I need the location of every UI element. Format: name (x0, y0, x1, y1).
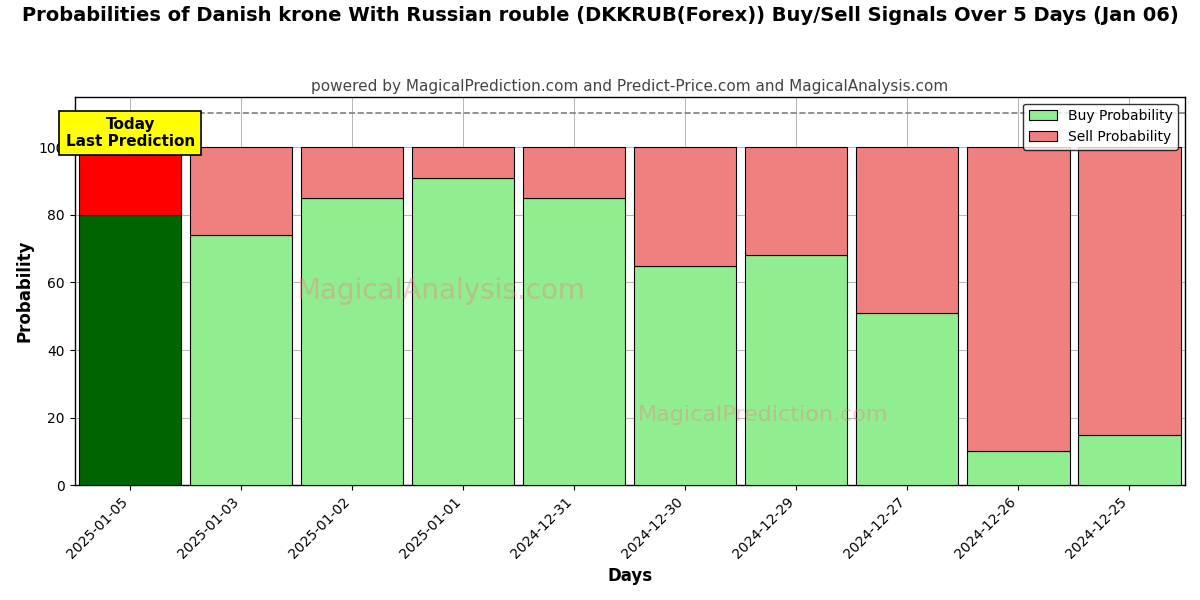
Bar (412, 147, 515, 178)
Bar (523, 198, 625, 485)
Bar (301, 198, 403, 485)
Bar (1079, 147, 1181, 434)
Legend: Buy Probability, Sell Probability: Buy Probability, Sell Probability (1024, 104, 1178, 149)
Bar (745, 256, 847, 485)
Text: Today
Last Prediction: Today Last Prediction (66, 117, 194, 149)
Bar (635, 147, 737, 266)
Bar (635, 266, 737, 485)
Bar (301, 147, 403, 198)
Bar (523, 147, 625, 198)
Bar (857, 147, 959, 313)
Bar (745, 147, 847, 256)
X-axis label: Days: Days (607, 567, 653, 585)
Bar (967, 451, 1069, 485)
Bar (79, 147, 181, 215)
Bar (857, 313, 959, 485)
Text: Probabilities of Danish krone With Russian rouble (DKKRUB(Forex)) Buy/Sell Signa: Probabilities of Danish krone With Russi… (22, 6, 1178, 25)
Bar (1079, 434, 1181, 485)
Bar (190, 235, 293, 485)
Title: powered by MagicalPrediction.com and Predict-Price.com and MagicalAnalysis.com: powered by MagicalPrediction.com and Pre… (311, 79, 948, 94)
Text: MagicalPrediction.com: MagicalPrediction.com (638, 405, 888, 425)
Bar (412, 178, 515, 485)
Bar (79, 215, 181, 485)
Text: MagicalAnalysis.com: MagicalAnalysis.com (296, 277, 586, 305)
Bar (190, 147, 293, 235)
Bar (967, 147, 1069, 451)
Y-axis label: Probability: Probability (16, 239, 34, 342)
